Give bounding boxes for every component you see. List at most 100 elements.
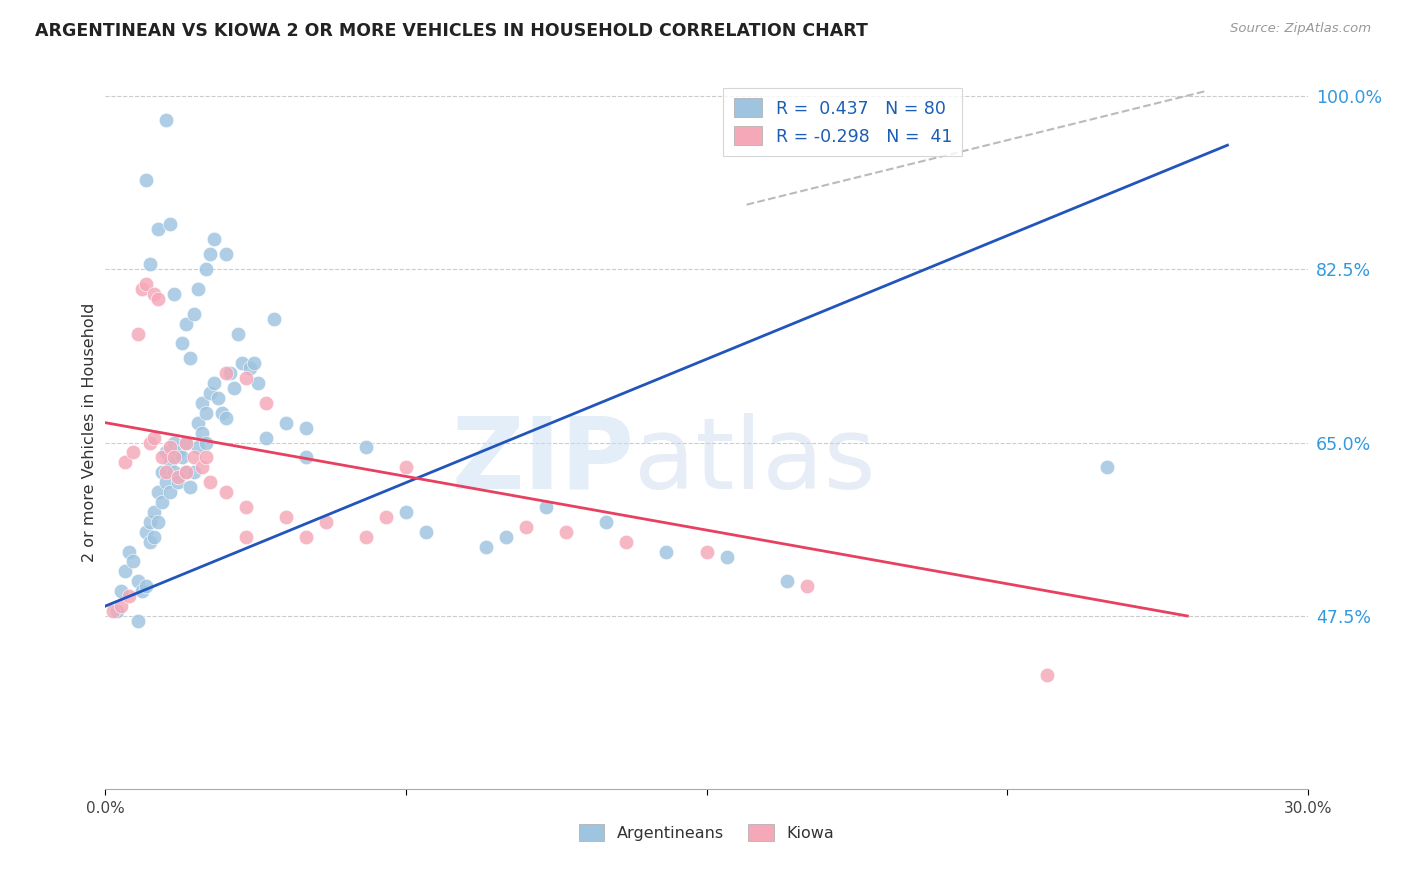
Point <box>235 500 257 514</box>
Point <box>198 386 221 401</box>
Point <box>162 435 184 450</box>
Point <box>190 425 212 440</box>
Point <box>146 485 169 500</box>
Point <box>214 247 236 261</box>
Point <box>162 465 184 479</box>
Point <box>354 530 377 544</box>
Point <box>118 544 141 558</box>
Point <box>114 455 136 469</box>
Point <box>127 614 149 628</box>
Text: ARGENTINEAN VS KIOWA 2 OR MORE VEHICLES IN HOUSEHOLD CORRELATION CHART: ARGENTINEAN VS KIOWA 2 OR MORE VEHICLES … <box>35 22 868 40</box>
Point <box>118 589 141 603</box>
Legend: Argentineans, Kiowa: Argentineans, Kiowa <box>571 816 842 849</box>
Point <box>131 584 153 599</box>
Point <box>274 416 297 430</box>
Point <box>187 282 209 296</box>
Point <box>202 376 225 390</box>
Point <box>146 222 169 236</box>
Point <box>214 366 236 380</box>
Point <box>214 485 236 500</box>
Point <box>796 579 818 593</box>
Point <box>183 465 205 479</box>
Point <box>155 445 177 459</box>
Point <box>263 311 285 326</box>
Point <box>110 599 132 613</box>
Point <box>274 509 297 524</box>
Point <box>174 435 197 450</box>
Point <box>242 356 264 370</box>
Point <box>155 113 177 128</box>
Point <box>190 396 212 410</box>
Point <box>207 391 229 405</box>
Point <box>198 247 221 261</box>
Point <box>315 515 337 529</box>
Point <box>475 540 498 554</box>
Y-axis label: 2 or more Vehicles in Household: 2 or more Vehicles in Household <box>82 303 97 562</box>
Text: Source: ZipAtlas.com: Source: ZipAtlas.com <box>1230 22 1371 36</box>
Point <box>655 544 678 558</box>
Point <box>187 441 209 455</box>
Point <box>162 286 184 301</box>
Point <box>146 292 169 306</box>
Point <box>107 604 129 618</box>
Point <box>295 450 318 465</box>
Point <box>254 396 277 410</box>
Point <box>183 450 205 465</box>
Point <box>135 173 157 187</box>
Point <box>150 465 173 479</box>
Point <box>170 450 193 465</box>
Point <box>166 470 188 484</box>
Point <box>235 530 257 544</box>
Point <box>395 505 418 519</box>
Point <box>235 371 257 385</box>
Point <box>114 565 136 579</box>
Point <box>716 549 738 564</box>
Point <box>166 445 188 459</box>
Point <box>138 515 160 529</box>
Point <box>155 475 177 490</box>
Point <box>159 455 181 469</box>
Point <box>138 534 160 549</box>
Point <box>194 450 217 465</box>
Point <box>254 431 277 445</box>
Point <box>142 530 165 544</box>
Text: ZIP: ZIP <box>451 413 634 509</box>
Point <box>179 351 201 366</box>
Point <box>142 505 165 519</box>
Point <box>295 530 318 544</box>
Point <box>135 277 157 291</box>
Point <box>194 262 217 277</box>
Point <box>150 495 173 509</box>
Point <box>616 534 638 549</box>
Point <box>190 460 212 475</box>
Point <box>135 524 157 539</box>
Point <box>1097 460 1119 475</box>
Point <box>534 500 557 514</box>
Point <box>122 554 145 568</box>
Point <box>214 410 236 425</box>
Point <box>142 431 165 445</box>
Point <box>495 530 517 544</box>
Point <box>103 604 125 618</box>
Point <box>142 286 165 301</box>
Point <box>222 381 245 395</box>
Text: atlas: atlas <box>634 413 876 509</box>
Point <box>218 366 240 380</box>
Point <box>595 515 617 529</box>
Point <box>122 445 145 459</box>
Point <box>696 544 718 558</box>
Point <box>515 520 537 534</box>
Point <box>395 460 418 475</box>
Point <box>174 435 197 450</box>
Point <box>776 574 799 589</box>
Point <box>146 515 169 529</box>
Point <box>1036 668 1059 682</box>
Point <box>166 475 188 490</box>
Point <box>135 579 157 593</box>
Point <box>194 435 217 450</box>
Point <box>127 326 149 341</box>
Point <box>295 420 318 434</box>
Point <box>155 465 177 479</box>
Point <box>179 480 201 494</box>
Point <box>187 416 209 430</box>
